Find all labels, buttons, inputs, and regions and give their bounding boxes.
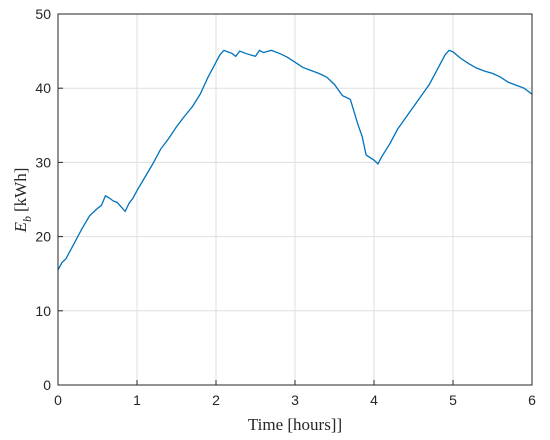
x-tick-label: 3 bbox=[291, 392, 299, 408]
x-tick-label: 2 bbox=[212, 392, 220, 408]
x-tick-label: 5 bbox=[449, 392, 457, 408]
x-tick-label: 4 bbox=[370, 392, 378, 408]
y-tick-label: 30 bbox=[35, 154, 51, 170]
y-label-subscript: b bbox=[20, 216, 34, 222]
x-tick-label: 1 bbox=[133, 392, 141, 408]
lines bbox=[57, 49, 533, 271]
y-tick-label: 40 bbox=[35, 80, 51, 96]
x-tick-label: 6 bbox=[528, 392, 536, 408]
y-axis-label: Eb [kWh] bbox=[11, 168, 34, 234]
y-tick-label: 20 bbox=[35, 229, 51, 245]
x-axis-label: Time [hours]] bbox=[248, 415, 342, 434]
x-tick-label: 0 bbox=[54, 392, 62, 408]
y-tick-label: 10 bbox=[35, 303, 51, 319]
y-tick-label: 50 bbox=[35, 6, 51, 22]
ticks: 0 1 2 3 4 5 6 0 10 20 30 40 50 bbox=[35, 6, 536, 408]
y-label-unit: [kWh] bbox=[11, 168, 30, 212]
data-line bbox=[57, 49, 533, 271]
y-label-symbol: E bbox=[11, 221, 30, 233]
y-tick-label: 0 bbox=[43, 377, 51, 393]
